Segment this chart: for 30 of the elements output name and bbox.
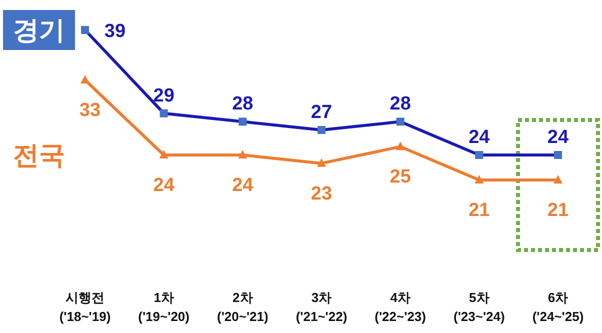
x-tick-label: 1차 ('19~'20) xyxy=(138,290,190,324)
data-label: 23 xyxy=(310,183,332,204)
x-tick-label: 5차 ('23~'24) xyxy=(453,290,505,324)
point xyxy=(554,175,562,184)
x-tick-label: 6차 ('24~'25) xyxy=(532,290,584,324)
data-label: 24 xyxy=(547,127,569,148)
data-label: 39 xyxy=(104,21,126,42)
data-label: 21 xyxy=(547,200,569,221)
data-label: 27 xyxy=(310,102,332,123)
data-label: 28 xyxy=(390,94,411,115)
point xyxy=(474,175,484,184)
x-tick-label: 3차 ('21~'22) xyxy=(296,290,348,324)
point xyxy=(317,158,326,167)
data-label: 25 xyxy=(390,166,412,188)
point xyxy=(396,142,405,150)
data-label: 33 xyxy=(79,100,101,121)
data-label: 21 xyxy=(468,200,490,221)
x-tick-label: 4차 ('22~'23) xyxy=(374,290,426,324)
series-label: 경기 xyxy=(13,15,65,45)
text: 전국 xyxy=(13,140,65,170)
data-label: 24 xyxy=(153,175,175,196)
x-tick-label: 시행전 ('18~'19) xyxy=(59,290,111,324)
point xyxy=(159,150,168,158)
data-label: 28 xyxy=(232,94,254,115)
x-tick-label: 2차 ('20~'21) xyxy=(216,290,268,324)
point xyxy=(80,75,90,84)
data-label: 24 xyxy=(232,175,254,196)
point xyxy=(238,150,248,158)
data-label: 29 xyxy=(153,85,174,106)
data-label: 24 xyxy=(468,127,490,148)
